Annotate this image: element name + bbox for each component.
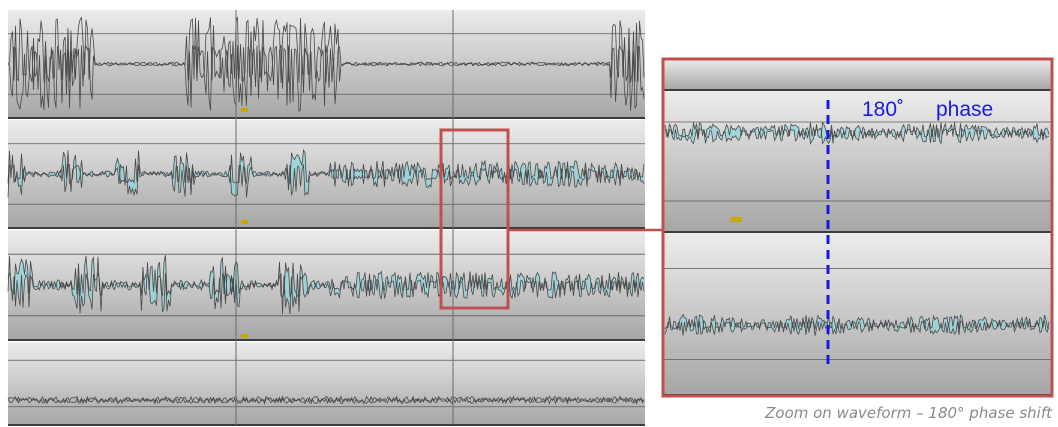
waveform [664,121,1050,139]
editor-tracks [7,10,645,426]
marker-icon [241,334,248,338]
ruler-strip [663,59,1052,90]
zoom-frame [661,57,1054,398]
marker-icon [241,220,248,224]
track [663,91,1052,232]
marker-icon [241,108,248,112]
waveform [7,395,645,403]
zoom-region [439,128,510,310]
waveform [7,397,645,405]
waveform [664,319,1050,336]
track [663,233,1052,395]
waveform [7,164,645,198]
waveform-fill [8,255,644,315]
waveform [7,255,645,298]
caption: Zoom on waveform – 180° phase shift [764,404,1053,422]
waveform [664,313,1050,331]
waveform [664,127,1050,146]
waveform [7,44,645,113]
zoom-panel [663,59,1052,396]
phase-word: phase [936,98,993,121]
track [8,342,645,425]
waveform-fill [665,314,1049,336]
phase-angle: 180˚ [862,98,904,121]
waveform [7,271,645,315]
marker-icon [731,217,742,222]
waveform [7,16,645,84]
